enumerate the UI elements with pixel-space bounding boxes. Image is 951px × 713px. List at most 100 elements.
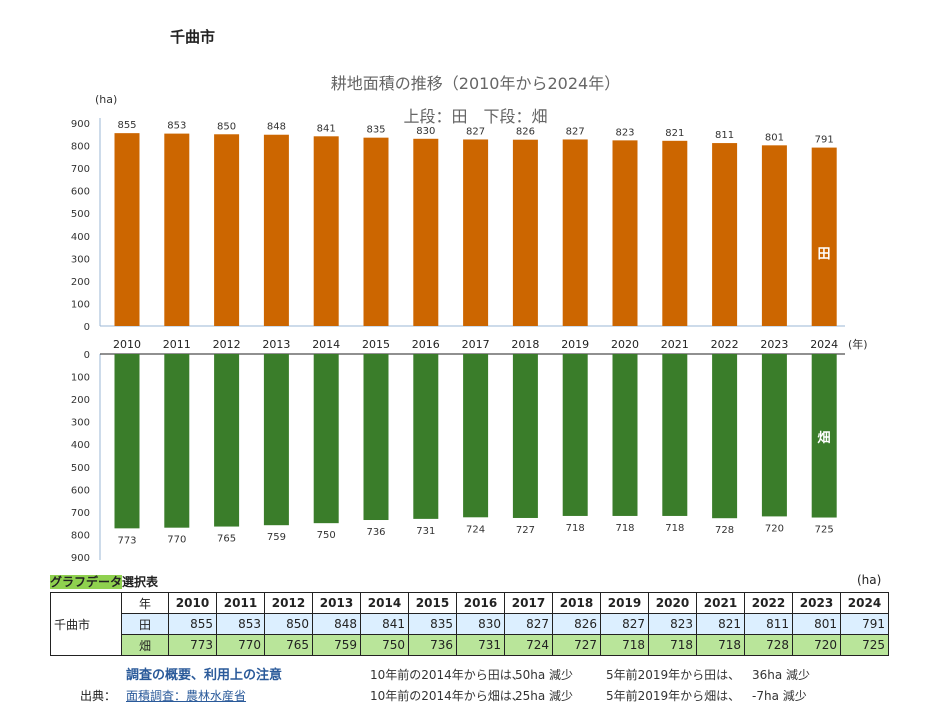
- hata-bar: [811, 354, 837, 518]
- data-table: 千曲市 年 2010 2011 2012 2013 2014 2015 2016 2017 20…: [50, 592, 889, 656]
- ta-data-label: 830: [416, 126, 435, 137]
- table-row-hata: 畑 773 770 765 759 750 736 731 724 727 718 718 718 72…: [51, 634, 889, 656]
- hata-bar: [413, 354, 439, 519]
- year-cell: 2023: [792, 592, 841, 614]
- hata-value-cell: 718: [648, 634, 697, 656]
- table-unit: (ha): [857, 573, 882, 587]
- table-title: グラフデータ選択表: [50, 575, 159, 589]
- ta-bar: [313, 136, 339, 326]
- ta-value-cell: 827: [504, 613, 553, 635]
- hata-data-label: 773: [117, 535, 136, 546]
- y-unit-label: (ha): [95, 93, 117, 106]
- x-tick-label: 2022: [711, 338, 739, 351]
- ta-value-cell: 855: [168, 613, 217, 635]
- hata-data-label: 720: [765, 523, 784, 534]
- top-y-tick: 800: [71, 142, 90, 153]
- ta-5yr-value: 36ha 減少: [752, 668, 811, 682]
- bottom-y-tick: 200: [71, 395, 90, 406]
- source-link[interactable]: 面積調査：農林水産省: [126, 689, 247, 703]
- city-name: 千曲市: [170, 28, 216, 46]
- top-y-tick: 500: [71, 209, 90, 220]
- year-cell: 2013: [312, 592, 361, 614]
- ta-bar: [413, 138, 439, 326]
- ta-data-label: 855: [117, 120, 136, 131]
- hata-value-cell: 727: [552, 634, 601, 656]
- hata-data-label: 718: [615, 523, 634, 534]
- x-unit-label: (年): [848, 337, 868, 351]
- ta-value-cell: 841: [360, 613, 409, 635]
- ta-label: 田: [121, 613, 169, 635]
- hata-data-label: 718: [665, 523, 684, 534]
- x-tick-label: 2017: [462, 338, 490, 351]
- hata-bar: [562, 354, 588, 516]
- hata-series-label: 畑: [817, 431, 830, 446]
- survey-notes-link[interactable]: 調査の概要、利用上の注意: [126, 668, 283, 683]
- table-row-ta: 田 855 853 850 848 841 835 830 827 826 827 823 821 81…: [51, 613, 889, 635]
- ta-value-cell: 791: [840, 613, 889, 635]
- ta-bar: [712, 143, 738, 326]
- ta-bar: [263, 134, 289, 326]
- hata-5yr-value: -7ha 減少: [752, 689, 807, 703]
- ta-data-label: 848: [267, 122, 286, 133]
- bottom-y-tick: 700: [71, 508, 90, 519]
- hata-value-cell: 750: [360, 634, 409, 656]
- x-tick-label: 2010: [113, 338, 141, 351]
- ta-value-cell: 853: [216, 613, 265, 635]
- ta-bar: [562, 139, 588, 326]
- source-label: 出典：: [80, 689, 117, 703]
- ta-bar: [512, 139, 538, 326]
- x-tick-label: 2019: [561, 338, 589, 351]
- ta-data-label: 826: [516, 127, 535, 138]
- x-tick-label: 2021: [661, 338, 689, 351]
- bottom-y-tick: 900: [71, 553, 90, 564]
- x-tick-label: 2024: [810, 338, 838, 351]
- x-tick-label: 2014: [312, 338, 340, 351]
- hata-value-cell: 731: [456, 634, 505, 656]
- hata-value-cell: 728: [744, 634, 793, 656]
- bottom-y-tick: 600: [71, 485, 90, 496]
- year-cell: 2022: [744, 592, 793, 614]
- hata-value-cell: 720: [792, 634, 841, 656]
- ta-data-label: 821: [665, 128, 684, 139]
- ta-bar: [811, 147, 837, 326]
- ta-value-cell: 830: [456, 613, 505, 635]
- bottom-y-tick: 300: [71, 418, 90, 429]
- x-tick-label: 2020: [611, 338, 639, 351]
- ta-value-cell: 848: [312, 613, 361, 635]
- bottom-y-tick: 800: [71, 530, 90, 541]
- year-cell: 2024: [840, 592, 889, 614]
- year-cell: 2016: [456, 592, 505, 614]
- hata-data-label: 718: [566, 523, 585, 534]
- ta-bar: [214, 134, 240, 326]
- hata-data-label: 728: [715, 525, 734, 536]
- bottom-y-tick: 100: [71, 373, 90, 384]
- hata-value-cell: 724: [504, 634, 553, 656]
- hata-bar: [164, 354, 190, 528]
- ta-value-cell: 811: [744, 613, 793, 635]
- hata-data-label: 770: [167, 535, 186, 546]
- x-tick-label: 2013: [262, 338, 290, 351]
- hata-data-label: 759: [267, 532, 286, 543]
- year-cell: 2012: [264, 592, 313, 614]
- year-cell: 2019: [600, 592, 649, 614]
- hata-value-cell: 718: [696, 634, 745, 656]
- year-cell: 2017: [504, 592, 553, 614]
- ta-bar: [612, 140, 638, 326]
- year-cell: 2015: [408, 592, 457, 614]
- ta-data-label: 835: [366, 125, 385, 136]
- x-tick-label: 2011: [163, 338, 191, 351]
- ta-data-label: 853: [167, 121, 186, 132]
- hata-bar: [712, 354, 738, 519]
- x-tick-label: 2012: [213, 338, 241, 351]
- top-y-tick: 200: [71, 277, 90, 288]
- hata-bar: [512, 354, 538, 518]
- hata-data-label: 727: [516, 525, 535, 536]
- top-y-tick: 100: [71, 299, 90, 310]
- hata-5yr-text: 5年前2019年から畑は、: [606, 689, 741, 703]
- hata-bar: [114, 354, 140, 529]
- ta-value-cell: 821: [696, 613, 745, 635]
- year-cell: 2014: [360, 592, 409, 614]
- x-tick-label: 2023: [760, 338, 788, 351]
- table-header-row: 千曲市 年 2010 2011 2012 2013 2014 2015 2016 2017 20…: [50, 592, 889, 656]
- hata-10yr-value: 25ha 減少: [515, 689, 574, 703]
